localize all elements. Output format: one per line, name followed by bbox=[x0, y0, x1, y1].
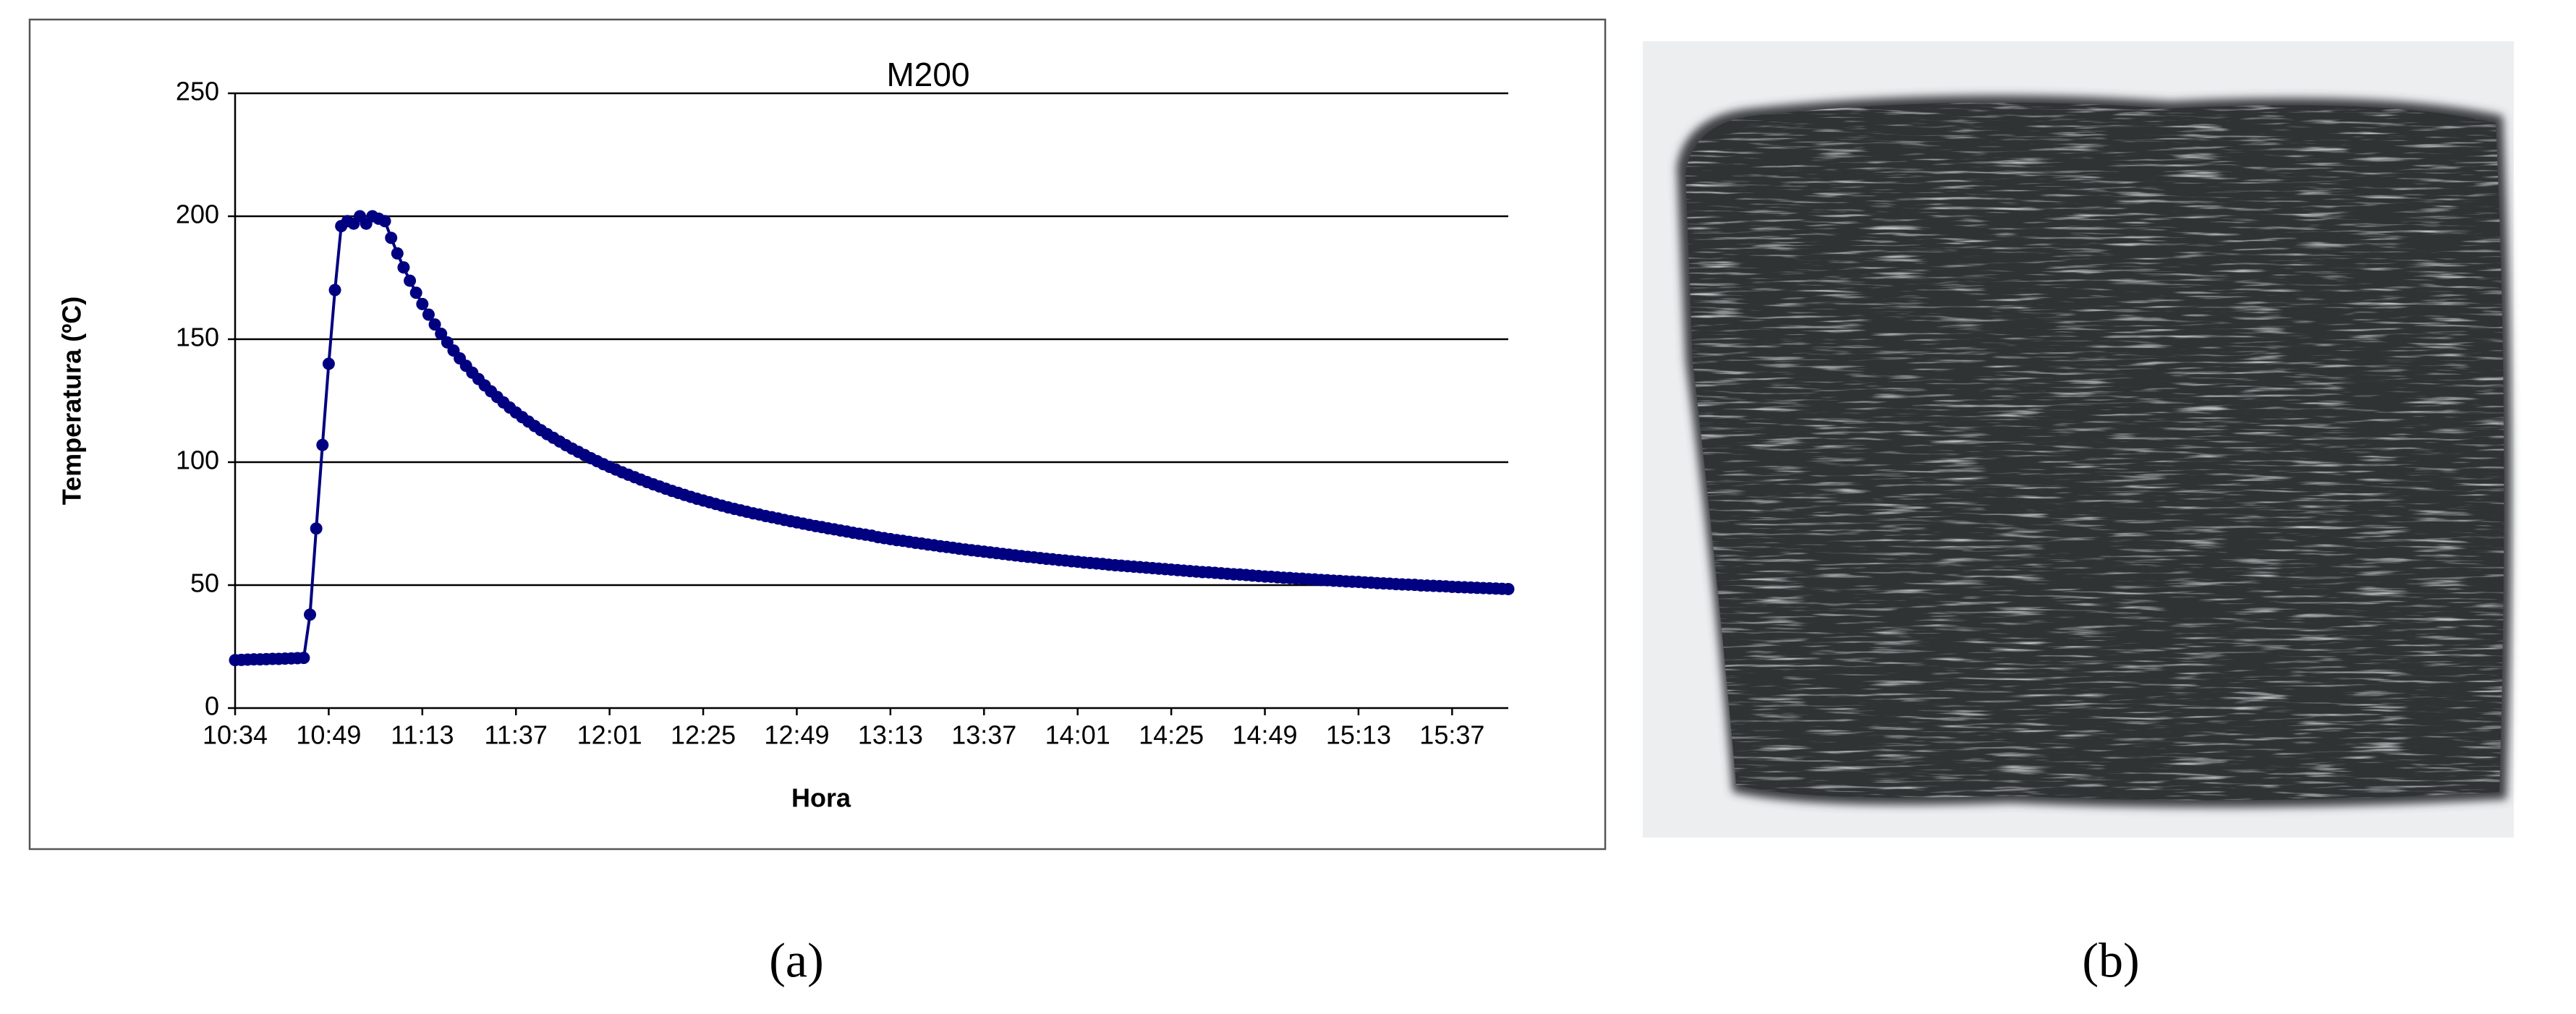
x-tick-label: 12:49 bbox=[764, 720, 829, 750]
data-point bbox=[416, 297, 429, 310]
data-point bbox=[397, 261, 410, 274]
x-tick-label: 14:49 bbox=[1232, 720, 1297, 750]
x-tick-label: 13:13 bbox=[858, 720, 923, 750]
x-tick-label: 13:37 bbox=[951, 720, 1016, 750]
data-point bbox=[385, 231, 398, 244]
y-tick-label: 250 bbox=[176, 77, 219, 106]
data-point bbox=[391, 247, 404, 260]
x-tick-label: 15:37 bbox=[1419, 720, 1484, 750]
data-point bbox=[428, 318, 441, 331]
x-tick-label: 14:25 bbox=[1139, 720, 1204, 750]
data-point bbox=[435, 328, 448, 341]
data-point bbox=[322, 357, 335, 370]
x-tick-label: 11:13 bbox=[391, 720, 454, 750]
steel-wool-fibres bbox=[1686, 103, 2504, 801]
y-axis-label: Temperatura (ºC) bbox=[57, 297, 87, 506]
data-point bbox=[409, 286, 422, 299]
panel-label: (b) bbox=[2082, 933, 2139, 988]
x-axis-label: Hora bbox=[791, 783, 851, 813]
data-point bbox=[1502, 582, 1515, 595]
x-tick-label: 11:37 bbox=[485, 720, 548, 750]
data-point bbox=[310, 522, 323, 535]
data-point bbox=[422, 308, 435, 321]
panel-label: (a) bbox=[769, 933, 823, 988]
y-tick-label: 100 bbox=[176, 446, 219, 475]
data-point bbox=[304, 608, 317, 621]
x-tick-label: 10:49 bbox=[296, 720, 361, 750]
plot-area: 0 50 100 150 200 250 10:34 10:49 11:13 11:37 12:01… bbox=[176, 77, 1515, 750]
y-tick-label: 0 bbox=[205, 691, 219, 721]
x-tick-label: 14:01 bbox=[1045, 720, 1110, 750]
data-point bbox=[297, 652, 310, 665]
data-point bbox=[404, 274, 417, 287]
x-tick-label: 15:13 bbox=[1326, 720, 1391, 750]
chart-frame bbox=[28, 18, 1607, 851]
y-tick-label: 200 bbox=[176, 200, 219, 229]
x-tick-label: 10:34 bbox=[203, 720, 268, 750]
y-tick-label: 150 bbox=[176, 323, 219, 352]
data-point bbox=[378, 215, 391, 228]
data-point bbox=[328, 284, 341, 297]
data-point bbox=[316, 438, 329, 451]
x-tick-label: 12:01 bbox=[577, 720, 642, 750]
photo bbox=[1643, 41, 2514, 838]
y-tick-label: 50 bbox=[190, 568, 219, 598]
x-tick-label: 12:25 bbox=[671, 720, 736, 750]
chart-title: M200 bbox=[886, 56, 969, 93]
